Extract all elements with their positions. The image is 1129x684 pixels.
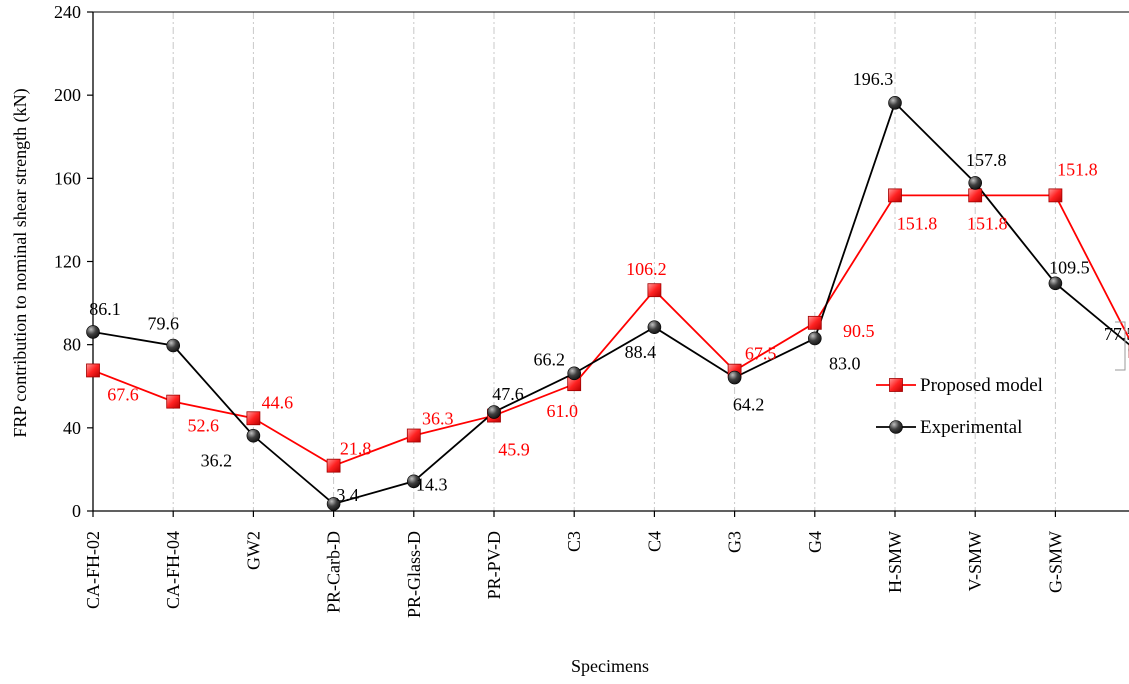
y-tick-label: 160	[54, 168, 81, 188]
x-tick-label: CA-FH-02	[83, 531, 103, 609]
x-tick-label: C4	[644, 531, 664, 552]
axes: 0 40 80 120 160 200 240 CA-FH-02 CA-FH-04 GW2 PR-C…	[54, 2, 1129, 618]
experimental-point	[86, 325, 100, 339]
experimental-data-label: 88.4	[625, 342, 657, 362]
proposed-model-point	[888, 188, 902, 203]
proposed-model-data-label: 67.5	[745, 344, 777, 364]
experimental-data-label: 66.2	[533, 349, 565, 369]
y-tick-label: 0	[72, 501, 81, 521]
proposed-model-point	[406, 428, 421, 443]
x-tick-label: CA-FH-04	[163, 531, 183, 609]
proposed-model-point	[86, 363, 100, 378]
proposed-model-point	[807, 315, 822, 330]
experimental-data-label: 3.4	[336, 485, 359, 505]
legend-marker-proposed-model	[889, 378, 903, 392]
legend: Proposed model Experimental	[876, 375, 1043, 438]
experimental-data-label: 86.1	[89, 299, 121, 319]
proposed-model-point	[968, 188, 983, 203]
proposed-model-point	[166, 394, 181, 409]
experimental-data-label: 14.3	[416, 474, 448, 494]
experimental-point	[807, 331, 822, 346]
experimental-data-label: 157.8	[966, 150, 1007, 170]
experimental-data-label: 196.3	[853, 69, 894, 89]
y-tick-label: 200	[54, 85, 81, 105]
x-tick-label: C3	[564, 531, 584, 552]
proposed-model-data-label: 151.8	[967, 213, 1008, 233]
x-tick-label: GW2	[243, 531, 263, 570]
proposed-model-data-label: 90.5	[843, 321, 875, 341]
y-tick-label: 80	[63, 335, 81, 355]
data-labels: 67.6 52.6 44.6 21.8 36.3 45.9 61.0 106.2 67.5 90.…	[89, 69, 1129, 505]
x-tick-label: G-SMW	[1045, 531, 1065, 593]
experimental-point	[166, 338, 180, 353]
y-axis-title: FRP contribution to nominal shear streng…	[10, 88, 31, 437]
legend-marker-experimental	[889, 420, 903, 434]
experimental-data-label: 77.5	[1104, 324, 1129, 344]
experimental-point	[487, 405, 501, 419]
experimental-data-label: 47.6	[492, 384, 524, 404]
series	[86, 96, 1129, 511]
experimental-data-label: 83.0	[829, 353, 861, 373]
experimental-point	[326, 497, 341, 511]
proposed-model-data-label: 151.8	[1057, 159, 1098, 179]
proposed-model-point	[326, 458, 341, 473]
experimental-data-label: 64.2	[733, 395, 765, 415]
proposed-model-data-label: 52.6	[187, 416, 219, 436]
y-tick-label: 120	[54, 252, 81, 272]
experimental-data-label: 36.2	[201, 451, 233, 471]
experimental-data-label: 79.6	[147, 313, 179, 333]
series-line-experimental	[92, 101, 1129, 505]
x-tick-label: CSC	[1126, 531, 1129, 565]
x-tick-label: V-SMW	[965, 531, 985, 591]
proposed-model-data-label: 44.6	[262, 392, 294, 412]
x-tick-label: PR-PV-D	[484, 531, 504, 599]
x-tick-label: PR-Glass-D	[404, 531, 424, 618]
experimental-point	[968, 176, 983, 190]
series-line-proposed-model	[92, 194, 1129, 467]
proposed-model-point	[1048, 188, 1063, 203]
x-tick-label: G4	[805, 531, 825, 553]
proposed-model-point	[647, 283, 662, 298]
x-tick-label: H-SMW	[885, 531, 905, 593]
experimental-point	[406, 474, 421, 489]
proposed-model-data-label: 61.0	[546, 401, 578, 421]
proposed-model-data-label: 36.3	[422, 409, 454, 429]
y-tick-label: 240	[54, 2, 81, 22]
x-tick-label: G3	[725, 531, 745, 553]
experimental-point	[246, 428, 261, 443]
experimental-point	[647, 320, 662, 335]
x-tick-label: PR-Carb-D	[324, 531, 344, 613]
legend-label-proposed-model: Proposed model	[920, 375, 1043, 396]
legend-label-experimental: Experimental	[920, 417, 1022, 438]
experimental-data-label: 109.5	[1049, 257, 1090, 277]
proposed-model-point	[246, 411, 261, 426]
experimental-point	[1048, 276, 1063, 291]
experimental-point	[727, 370, 742, 385]
proposed-model-data-label: 67.6	[107, 384, 139, 404]
proposed-model-data-label: 106.2	[626, 259, 667, 279]
experimental-point	[888, 96, 902, 110]
proposed-model-data-label: 21.8	[340, 439, 372, 459]
experimental-point	[567, 366, 582, 381]
x-axis-title: Specimens	[571, 656, 649, 676]
label-leader-bracket	[1115, 321, 1126, 371]
proposed-model-data-label: 151.8	[897, 213, 938, 233]
proposed-model-data-label: 45.9	[498, 440, 530, 460]
y-tick-label: 40	[63, 418, 81, 438]
